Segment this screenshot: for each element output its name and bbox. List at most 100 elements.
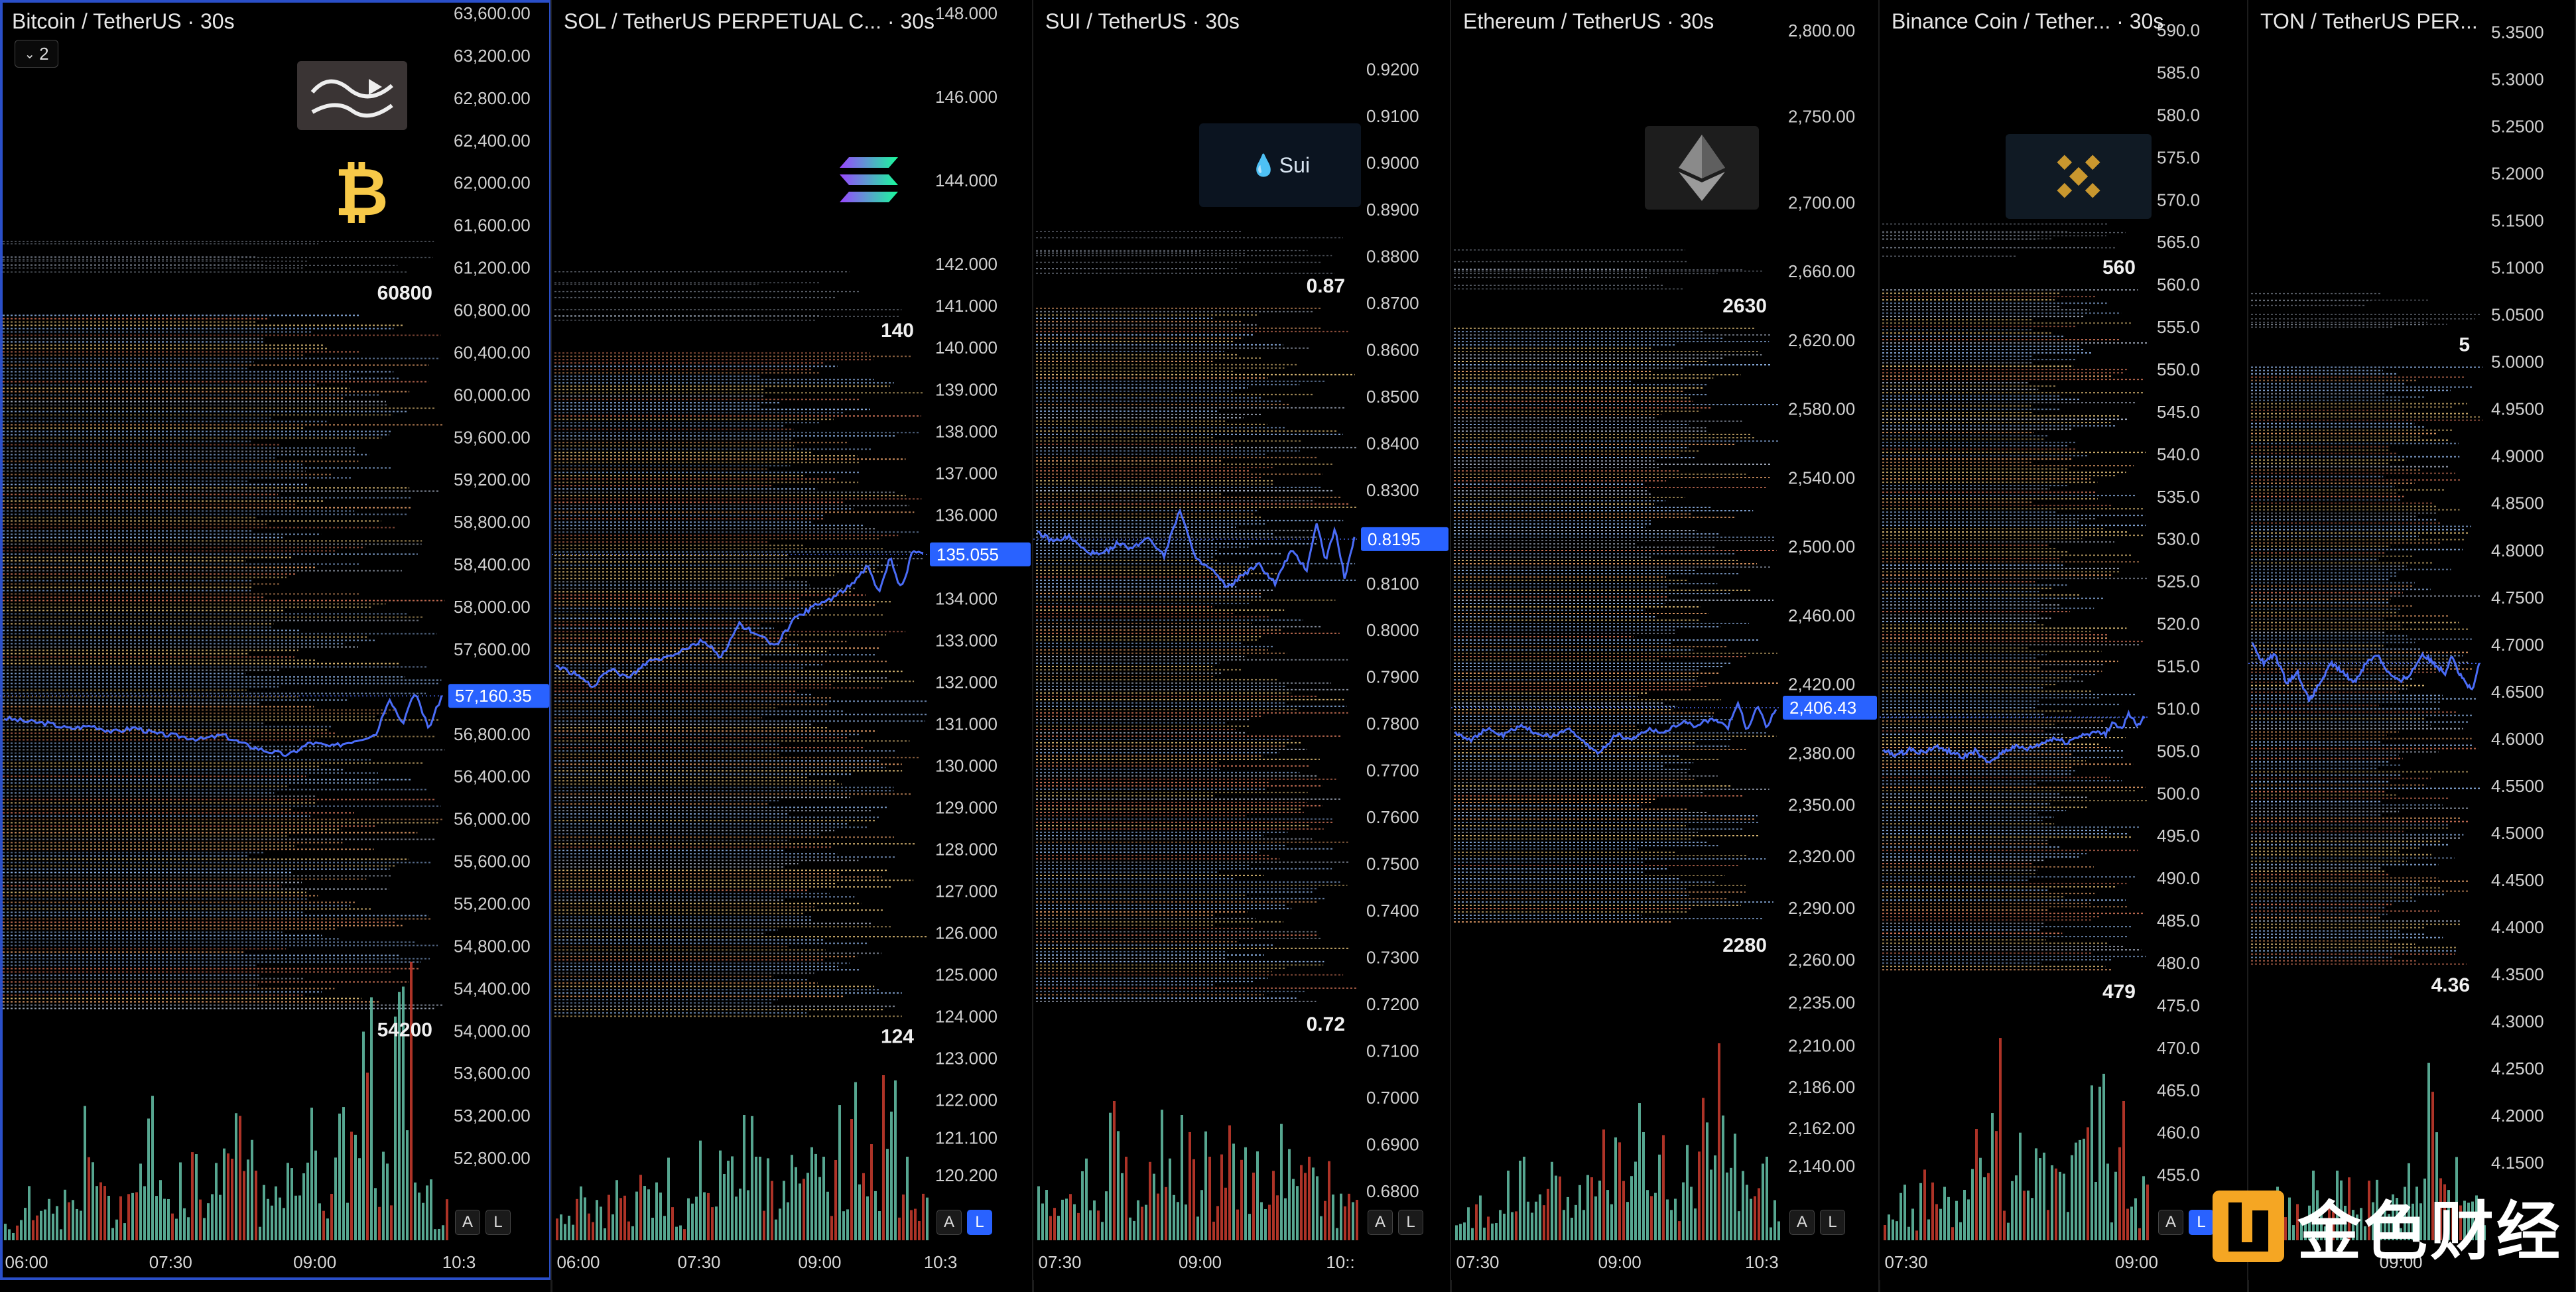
volume-bar xyxy=(1555,1175,1557,1240)
volume-bar xyxy=(1722,1115,1724,1240)
volume-bar xyxy=(667,1157,670,1240)
time-axis-label: 09:00 xyxy=(798,1252,841,1272)
axis-tick-label: 590.0 xyxy=(2157,21,2200,40)
panel-divider[interactable] xyxy=(2247,0,2249,1292)
volume-bar xyxy=(1165,1187,1167,1240)
volume-bar xyxy=(568,1215,570,1240)
volume-bar xyxy=(838,1105,841,1240)
axis-tick-label: 130.000 xyxy=(935,756,998,776)
liquidation-top-label: 0.87 xyxy=(1307,275,1345,297)
volume-bar xyxy=(886,1149,889,1240)
volume-bar xyxy=(1614,1137,1617,1240)
axis-tick-label: 4.8500 xyxy=(2491,493,2544,513)
volume-bar xyxy=(643,1186,646,1240)
panel-divider[interactable] xyxy=(2575,0,2576,1292)
volume-bar xyxy=(1049,1216,1052,1240)
log-scale-button[interactable]: L xyxy=(967,1210,992,1235)
volume-bar xyxy=(2087,1127,2089,1240)
axis-tick-label: 2,210.00 xyxy=(1788,1036,1855,1056)
volume-bar xyxy=(1674,1198,1677,1240)
volume-bar xyxy=(179,1162,182,1240)
log-scale-button[interactable]: L xyxy=(1820,1210,1845,1235)
auto-scale-button[interactable]: A xyxy=(1789,1210,1815,1235)
volume-bar xyxy=(2027,1191,2029,1240)
panel-divider[interactable] xyxy=(1450,0,1452,1292)
auto-scale-button[interactable]: A xyxy=(936,1210,962,1235)
axis-tick-label: 121.100 xyxy=(935,1128,998,1147)
chart-panel-bnb[interactable]: 590.0 585.0 580.0 575.0 570.0 565.0 560.0 555.0… xyxy=(1880,0,2248,1280)
log-scale-button[interactable]: L xyxy=(2189,1210,2214,1235)
axis-tick-label: 2,350.00 xyxy=(1788,795,1855,814)
volume-bar xyxy=(1738,1211,1740,1240)
volume-bar xyxy=(1750,1198,1752,1240)
volume-bar xyxy=(2384,1208,2386,1240)
chart-panel-sol[interactable]: 148.000 146.000 144.000 142.000 141.000 140.0… xyxy=(552,0,1033,1280)
chart-canvas-bnb[interactable]: 590.0 585.0 580.0 575.0 570.0 565.0 560.0 555.0… xyxy=(1880,0,2248,1280)
log-scale-button[interactable]: L xyxy=(485,1210,511,1235)
volume-bar xyxy=(1758,1188,1760,1240)
volume-bar xyxy=(1204,1131,1207,1240)
volume-bar xyxy=(751,1116,753,1240)
volume-bar xyxy=(858,1184,861,1240)
volume-bar xyxy=(1061,1199,1064,1240)
marty-party-logo xyxy=(297,61,407,130)
volume-bar xyxy=(322,1210,325,1240)
liquidation-top-label: 5 xyxy=(2459,334,2470,356)
volume-bar xyxy=(255,1171,257,1240)
chart-panel-sui[interactable]: 0.9200 0.9100 0.9000 0.8900 0.8800 0.8700 0.86… xyxy=(1033,0,1451,1280)
axis-tick-label: 0.6900 xyxy=(1366,1134,1419,1154)
price-axis[interactable]: 0.9200 0.9100 0.9000 0.8900 0.8800 0.8700 0.86… xyxy=(1366,60,1419,1201)
volume-bar xyxy=(2288,1197,2291,1240)
volume-bar xyxy=(2408,1163,2410,1240)
volume-bar xyxy=(1455,1225,1458,1240)
auto-scale-button[interactable]: A xyxy=(2158,1210,2183,1235)
volume-bar xyxy=(2296,1204,2299,1240)
volume-bar xyxy=(830,1216,833,1240)
volume-bar xyxy=(382,1151,385,1240)
liquidation-levels xyxy=(3,241,445,1009)
sui-icon: 💧 Sui xyxy=(1199,123,1361,207)
price-axis[interactable]: 148.000 146.000 144.000 142.000 141.000 140.0… xyxy=(935,3,998,1185)
chart-canvas-btc[interactable]: 63,600.00 63,200.00 62,800.00 62,400.00 62,0… xyxy=(0,0,552,1280)
volume-bar xyxy=(1256,1151,1259,1240)
axis-tick-label: 4.2500 xyxy=(2491,1059,2544,1078)
volume-bar xyxy=(12,1232,15,1240)
chart-canvas-eth[interactable]: 2,800.00 2,750.00 2,700.00 2,660.00 2,620.00… xyxy=(1451,0,1880,1280)
log-scale-button[interactable]: L xyxy=(1398,1210,1423,1235)
chart-panel-btc[interactable]: 63,600.00 63,200.00 62,800.00 62,400.00 62,0… xyxy=(0,0,552,1280)
panel-divider[interactable] xyxy=(1032,0,1034,1292)
volume-bar xyxy=(572,1224,574,1240)
chart-canvas-ton[interactable]: 5.3500 5.3000 5.2500 5.2000 5.1500 5.1000 5.05… xyxy=(2248,0,2576,1280)
price-axis[interactable]: 590.0 585.0 580.0 575.0 570.0 565.0 560.0 555.0… xyxy=(2157,21,2200,1185)
price-axis[interactable]: 2,800.00 2,750.00 2,700.00 2,660.00 2,620.00… xyxy=(1788,21,1855,1176)
volume-bar xyxy=(1185,1204,1187,1240)
axis-tick-label: 560.0 xyxy=(2157,275,2200,294)
panel-divider[interactable] xyxy=(1878,0,1880,1292)
axis-tick-label: 455.0 xyxy=(2157,1165,2200,1185)
volume-bar xyxy=(2292,1225,2295,1240)
axis-tick-label: 2,620.00 xyxy=(1788,330,1855,350)
price-axis[interactable]: 63,600.00 63,200.00 62,800.00 62,400.00 62,0… xyxy=(454,3,531,1168)
price-axis[interactable]: 5.3500 5.3000 5.2500 5.2000 5.1500 5.1000 5.05… xyxy=(2491,22,2544,1173)
chart-canvas-sui[interactable]: 0.9200 0.9100 0.9000 0.8900 0.8800 0.8700 0.86… xyxy=(1033,0,1451,1280)
chart-canvas-sol[interactable]: 148.000 146.000 144.000 142.000 141.000 140.0… xyxy=(552,0,1033,1280)
panel-divider[interactable] xyxy=(550,0,552,1292)
auto-scale-button[interactable]: A xyxy=(455,1210,480,1235)
party-emblem-icon xyxy=(310,79,393,118)
collapse-indicators-button[interactable]: ⌄ 2 xyxy=(15,40,58,68)
volume-bar xyxy=(1983,1177,1986,1240)
volume-bars xyxy=(556,1075,929,1240)
time-axis-label: 09:00 xyxy=(2380,1252,2423,1272)
volume-bar xyxy=(1959,1222,1962,1240)
time-axis-label: 10:3 xyxy=(442,1252,476,1272)
volume-bar xyxy=(1332,1195,1334,1240)
volume-bar xyxy=(767,1158,769,1240)
chart-panel-eth[interactable]: 2,800.00 2,750.00 2,700.00 2,660.00 2,620.00… xyxy=(1451,0,1880,1280)
volume-bar xyxy=(1268,1204,1271,1240)
chart-panel-ton[interactable]: 5.3500 5.3000 5.2500 5.2000 5.1500 5.1000 5.05… xyxy=(2248,0,2576,1280)
volume-bar xyxy=(438,1228,440,1240)
volume-bar xyxy=(1903,1185,1906,1240)
volume-bar xyxy=(1710,1169,1712,1240)
auto-scale-button[interactable]: A xyxy=(1368,1210,1393,1235)
volume-bar xyxy=(1113,1101,1116,1240)
